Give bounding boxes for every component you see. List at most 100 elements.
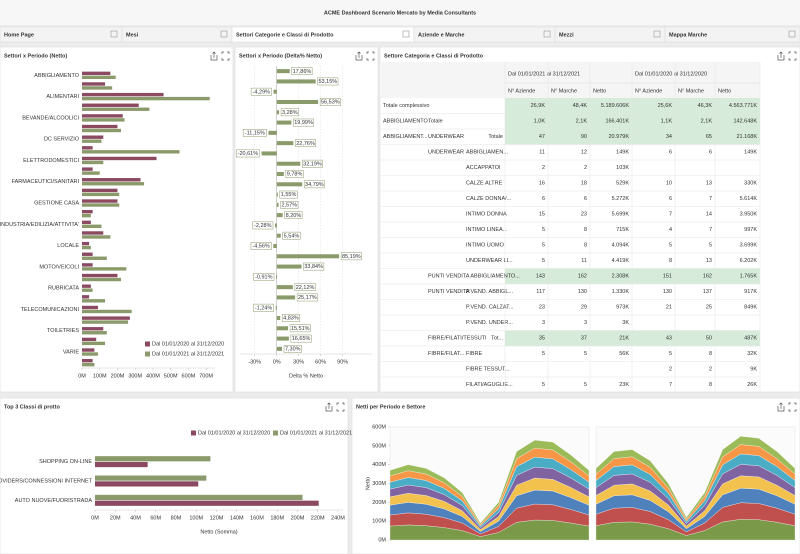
cell-value: 149K	[744, 150, 757, 156]
value-label-box	[291, 67, 313, 75]
tab-icon[interactable]	[788, 30, 796, 38]
value-label: 34,79%	[305, 182, 324, 188]
value-label-box	[250, 242, 272, 250]
cell-value: 1.765K	[740, 274, 758, 280]
bar	[82, 209, 93, 214]
bar	[82, 358, 93, 363]
y-tick-label: RUBRICATA	[48, 286, 79, 292]
bar	[268, 130, 277, 135]
tab-icon[interactable]	[543, 30, 551, 38]
tab-label[interactable]: Mezzi	[559, 32, 574, 38]
cell-value: 37	[581, 336, 587, 342]
tab-icon[interactable]	[110, 30, 118, 38]
tab-icon[interactable]	[220, 30, 228, 38]
row-label: ABBIGLIAMEN...	[466, 150, 508, 156]
column-header: Netto	[593, 88, 606, 94]
bar	[82, 337, 97, 342]
row-label: FIBRE/FILATI/TESSUTI	[428, 336, 487, 342]
value-label: 17,86%	[293, 69, 312, 75]
tab-label[interactable]: Aziende e Marche	[418, 32, 464, 38]
tab-icon[interactable]	[653, 30, 661, 38]
cell-value: 2	[584, 165, 587, 171]
expand-icon[interactable]	[221, 51, 230, 61]
cell-value: 5	[669, 243, 672, 249]
cell-value: 8	[584, 227, 587, 233]
x-tick-label: 90%	[337, 359, 348, 365]
share-icon[interactable]	[777, 402, 785, 412]
value-label-box	[283, 345, 302, 353]
column-header: N° Aziende	[508, 88, 535, 94]
cell-value: 21K	[619, 336, 629, 342]
column-header: Netto	[718, 88, 731, 94]
bar	[82, 263, 93, 267]
x-tick-label: 0%	[273, 359, 281, 365]
bar	[82, 139, 102, 143]
cell-value: 6.202K	[740, 258, 758, 264]
cell-value: 6	[669, 150, 672, 156]
cell-value: 15	[539, 212, 545, 218]
bar	[276, 171, 284, 177]
value-label-box	[253, 273, 275, 281]
cell-value: 1,0K	[534, 119, 546, 125]
cell-value: 5	[584, 382, 587, 388]
tab-label[interactable]: Mappa Marche	[669, 32, 707, 38]
panel	[234, 46, 379, 393]
tab[interactable]	[664, 26, 800, 43]
row-label: UNDERWEAR	[428, 150, 464, 156]
share-icon[interactable]	[777, 51, 785, 61]
x-tick-label: 600M	[182, 373, 196, 379]
cell-value: 5.699K	[612, 212, 630, 218]
share-icon[interactable]	[355, 51, 363, 61]
cell-value: 7	[669, 212, 672, 218]
value-label: -4,29%	[253, 89, 271, 95]
value-label-box	[290, 334, 312, 343]
bar	[276, 182, 303, 187]
value-label-box	[294, 283, 316, 291]
column-header: N° Aziende	[635, 88, 662, 94]
bar	[82, 284, 91, 288]
share-icon[interactable]	[210, 51, 218, 61]
value-label: 19,99%	[294, 120, 313, 126]
tab-icon[interactable]	[402, 30, 410, 38]
cell-value: 5.272K	[612, 196, 630, 202]
column-group: Dal 01/01/2020 al 31/12/2020	[635, 71, 707, 77]
y-tick-label: TOILETRIES	[47, 328, 79, 334]
bar	[82, 252, 93, 256]
x-tick-label: 160M	[250, 515, 264, 521]
cell-value: 162	[578, 274, 587, 280]
tab-label[interactable]: Mesi	[126, 32, 139, 38]
bar	[82, 192, 120, 197]
row-label: PUNTI VENDITA ABBIGLIAMENTO...	[428, 274, 520, 280]
cell-value: 137	[703, 289, 712, 295]
panel-title: Settori x Periodo (Netto)	[4, 53, 67, 59]
cell-value: 7	[669, 382, 672, 388]
bar	[82, 241, 90, 246]
share-icon[interactable]	[325, 402, 333, 412]
row-label: P.VEND. CALZAT...	[466, 305, 514, 311]
expand-icon[interactable]	[788, 51, 797, 61]
value-label-box	[253, 303, 275, 312]
x-tick-label: 140M	[230, 515, 244, 521]
tab-label[interactable]: Settori Categorie e Classi di Prodotto	[236, 32, 334, 38]
area	[389, 436, 796, 525]
expand-icon[interactable]	[788, 402, 797, 412]
value-label: 33,84%	[304, 264, 323, 270]
bar	[276, 233, 281, 238]
y-tick-label: 300M	[372, 481, 386, 487]
bar	[273, 243, 277, 249]
bar	[82, 277, 122, 282]
cell-value: 48,4K	[573, 103, 588, 109]
row-label: FIBRE TESSUT...	[466, 367, 510, 373]
bar	[276, 254, 340, 259]
expand-icon[interactable]	[366, 51, 375, 61]
cell-value: 130	[578, 289, 587, 295]
bar	[95, 456, 211, 462]
value-label: 4,83%	[283, 316, 299, 322]
tab[interactable]	[121, 26, 233, 43]
expand-icon[interactable]	[336, 402, 345, 412]
panel-title: Settori x Periodo (Delta% Netto)	[239, 53, 322, 59]
x-tick-label: 700M	[199, 373, 213, 379]
cell-value: 7	[709, 196, 712, 202]
y-tick-label: 200M	[372, 500, 386, 506]
tab-label[interactable]: Home Page	[4, 32, 34, 38]
